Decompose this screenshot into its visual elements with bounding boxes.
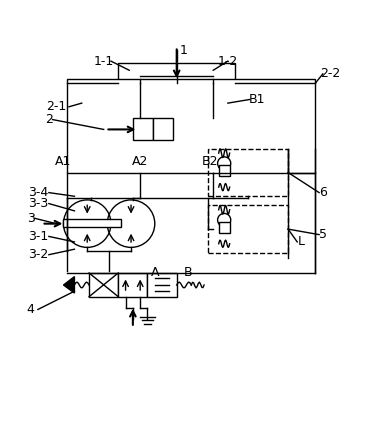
Text: 3: 3 bbox=[26, 212, 35, 225]
Bar bbox=[153, 118, 173, 139]
Bar bbox=[133, 118, 153, 139]
Text: L: L bbox=[297, 235, 304, 249]
Text: A2: A2 bbox=[132, 155, 148, 168]
Text: 2-1: 2-1 bbox=[46, 100, 66, 113]
Text: 2-2: 2-2 bbox=[320, 67, 340, 81]
Bar bbox=[208, 149, 288, 196]
Text: 2: 2 bbox=[45, 113, 53, 126]
Text: 3-1: 3-1 bbox=[28, 230, 48, 243]
Text: 1-2: 1-2 bbox=[218, 55, 238, 68]
Text: B1: B1 bbox=[249, 93, 265, 106]
Text: A1: A1 bbox=[55, 155, 72, 168]
Text: 5: 5 bbox=[319, 228, 327, 241]
Text: 3-2: 3-2 bbox=[28, 248, 48, 261]
Bar bbox=[219, 222, 230, 233]
Bar bbox=[67, 79, 315, 172]
Text: 1-1: 1-1 bbox=[93, 55, 114, 68]
Text: B2: B2 bbox=[201, 155, 218, 168]
Bar bbox=[118, 63, 235, 83]
Text: 4: 4 bbox=[26, 303, 35, 316]
Polygon shape bbox=[63, 277, 74, 293]
Text: 3-3: 3-3 bbox=[28, 197, 48, 210]
Text: A: A bbox=[151, 267, 159, 279]
Bar bbox=[118, 273, 148, 297]
Text: 1: 1 bbox=[180, 44, 188, 57]
Bar bbox=[219, 165, 230, 176]
Bar bbox=[89, 273, 118, 297]
Bar bbox=[208, 205, 288, 253]
Text: 3-4: 3-4 bbox=[28, 186, 48, 199]
Text: B: B bbox=[183, 267, 192, 279]
Text: 6: 6 bbox=[319, 186, 327, 199]
Bar bbox=[63, 219, 121, 227]
Bar bbox=[148, 273, 177, 297]
